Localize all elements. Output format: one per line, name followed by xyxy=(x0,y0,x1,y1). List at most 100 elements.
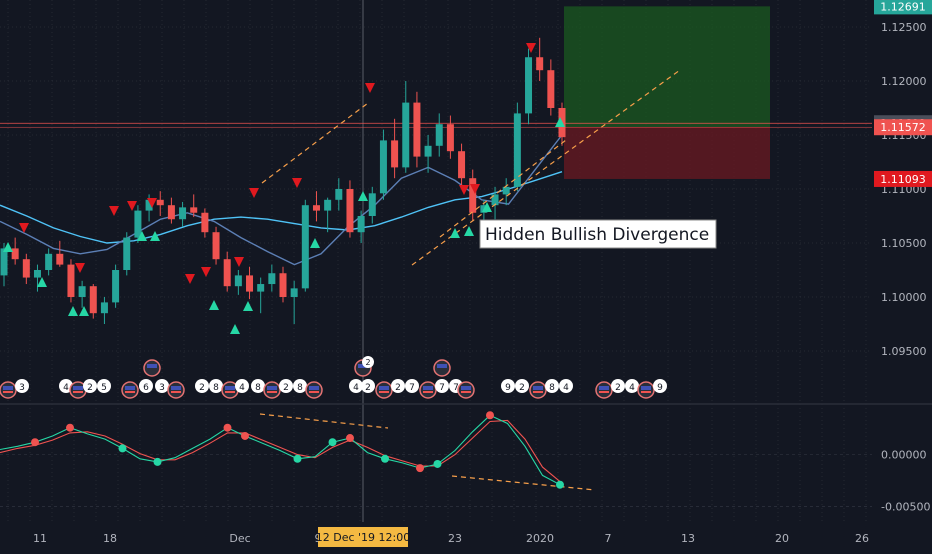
divergence-annotation[interactable]: Hidden Bullish Divergence xyxy=(479,219,717,249)
event-count-badge xyxy=(97,379,111,393)
flag-stripe xyxy=(379,391,389,393)
sell-signal-marker xyxy=(127,201,137,211)
flag-stripe xyxy=(171,391,181,393)
candle-body xyxy=(201,212,209,233)
event-count-badge xyxy=(279,379,293,393)
candle-body xyxy=(67,264,75,297)
trade-zones xyxy=(0,6,872,179)
price-badge xyxy=(874,119,932,136)
time-tick-label: 13 xyxy=(681,532,695,545)
trend-line xyxy=(451,475,596,491)
buy-signal-marker xyxy=(79,306,89,316)
candle-body xyxy=(22,259,30,278)
flag-canton xyxy=(3,386,13,390)
oscillator-slow-line xyxy=(0,419,561,483)
event-count-badge xyxy=(293,379,307,393)
time-tick-label: 7 xyxy=(605,532,612,545)
candle-body xyxy=(89,286,97,314)
loss-zone xyxy=(564,127,770,179)
oscillator-tick-label: -0.00500 xyxy=(881,500,930,513)
candle-body xyxy=(312,205,320,211)
oscillator-cross-dot xyxy=(118,444,127,453)
price-tick-label: 1.09500 xyxy=(881,345,927,358)
flag-canton xyxy=(125,386,135,390)
price-tick-label: 1.10500 xyxy=(881,237,927,250)
flag-canton xyxy=(73,386,83,390)
annotation-box xyxy=(479,219,717,249)
buy-signal-marker xyxy=(150,231,160,241)
candle-body xyxy=(301,205,309,289)
candle-body xyxy=(167,205,175,220)
oscillator-cross-dot xyxy=(416,464,424,473)
grid-lines xyxy=(0,0,932,522)
candle-body xyxy=(212,232,220,260)
candle-body xyxy=(134,210,142,238)
buy-signal-marker xyxy=(450,228,460,238)
flag-canton xyxy=(599,386,609,390)
price-badge-label: 1.11572 xyxy=(880,121,926,134)
buy-signal-marker xyxy=(137,231,147,241)
moving-average-line xyxy=(0,171,563,244)
event-count-label: 4 xyxy=(239,383,245,393)
flag-canton xyxy=(267,386,277,390)
candle-body xyxy=(547,70,555,108)
event-count-badge xyxy=(435,379,449,393)
candle-body xyxy=(123,237,131,270)
event-count-label: 2 xyxy=(519,383,525,393)
candle-body xyxy=(0,248,8,276)
crosshair-time-label: 12 Dec '19 12:00 xyxy=(316,531,411,544)
flag-stripe xyxy=(533,391,543,393)
sell-signal-marker xyxy=(292,178,302,188)
event-count-badge xyxy=(559,379,573,393)
time-tick-label: 18 xyxy=(103,532,117,545)
event-count-label: 4 xyxy=(353,383,359,393)
event-count-badge xyxy=(235,379,249,393)
sell-signal-marker xyxy=(201,267,211,277)
oscillator-cross-dot xyxy=(486,411,494,420)
event-count-badge xyxy=(362,356,374,368)
event-count-badge xyxy=(15,379,29,393)
candle-body xyxy=(491,194,499,206)
event-count-label: 8 xyxy=(255,383,261,393)
sell-signal-marker xyxy=(470,184,480,194)
moving-average-line xyxy=(0,134,563,266)
buy-signal-marker xyxy=(243,301,253,311)
price-tick-label: 1.12000 xyxy=(881,75,927,88)
event-count-badge xyxy=(251,379,265,393)
flag-canton xyxy=(379,386,389,390)
time-tick-label: 23 xyxy=(448,532,462,545)
event-count-label: 3 xyxy=(159,383,165,393)
oscillator-cross-dot xyxy=(556,480,564,489)
flag-canton xyxy=(358,364,368,368)
signal-markers xyxy=(3,43,565,334)
event-count-label: 2 xyxy=(199,383,205,393)
oscillator-cross-dot xyxy=(293,454,302,463)
event-flags[interactable]: 3 4 2 5 6 3 2 8 4 8 2 8 4 2 2 7 7 7 9 2 8 4 2 4 92 xyxy=(0,356,667,399)
oscillator-cross-dot xyxy=(433,459,442,468)
flag-stripe xyxy=(73,391,83,393)
event-count-label: 2 xyxy=(87,383,93,393)
event-count-label: 2 xyxy=(395,383,401,393)
sell-signal-marker xyxy=(234,257,244,267)
candle-body xyxy=(379,140,387,194)
flag-canton xyxy=(171,386,181,390)
candle-body xyxy=(357,216,365,233)
time-tick-label: Dec xyxy=(229,532,250,545)
flag-canton xyxy=(147,364,157,368)
price-tick-label: 1.10000 xyxy=(881,291,927,304)
flag-stripe xyxy=(461,391,471,393)
flag-stripe xyxy=(3,391,13,393)
oscillator-cross-dot xyxy=(328,438,337,447)
event-count-label: 4 xyxy=(563,383,569,393)
candle-body xyxy=(11,248,19,260)
candle-body xyxy=(190,207,198,213)
candle-body xyxy=(469,178,477,213)
event-count-badge xyxy=(83,379,97,393)
candle-body xyxy=(413,102,421,157)
candle-body xyxy=(424,145,432,157)
time-tick-label: 2020 xyxy=(526,532,554,545)
price-badge-label: 1.12691 xyxy=(880,0,926,13)
